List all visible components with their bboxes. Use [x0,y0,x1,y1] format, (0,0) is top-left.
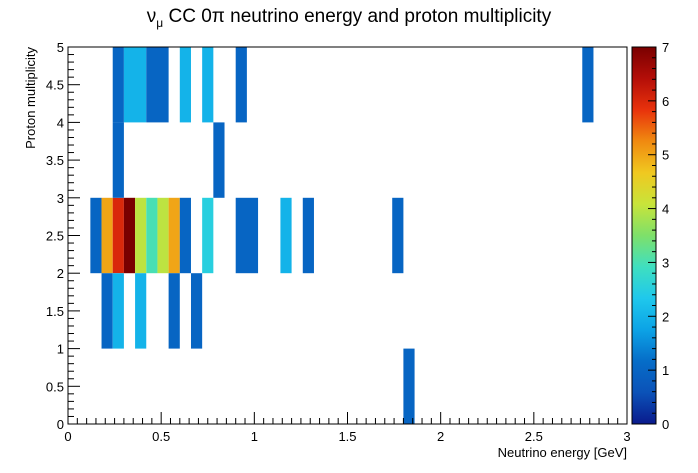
heatmap-cell [202,197,214,274]
heatmap-cell [168,273,180,349]
y-tick-label: 5 [57,40,64,55]
y-tick-label: 4.5 [46,78,64,93]
heatmap-cells [90,47,594,424]
y-tick-label: 1.5 [46,304,64,319]
color-scale-bar [631,46,657,425]
y-tick-label: 2.5 [46,229,64,244]
heatmap-cell [235,47,247,123]
heatmap-cell [146,47,169,123]
title-rest: CC 0π neutrino energy and proton multipl… [163,6,552,27]
z-tick-label: 0 [662,417,669,432]
heatmap-cell [190,273,203,349]
title-nu: ν [147,6,157,27]
heatmap-cell [101,197,113,274]
heatmap-cell [135,197,147,274]
heatmap-cell [235,197,259,274]
y-tick-label: 0.5 [46,379,64,394]
x-tick-label: 2.5 [525,429,543,444]
z-tick-label: 7 [662,40,669,55]
heatmap-cell [179,197,191,274]
heatmap-cell [112,273,124,349]
heatmap-cell [112,197,124,274]
y-tick-label: 2 [57,266,64,281]
z-tick-label: 6 [662,94,669,109]
x-axis: 0 0.5 1 1.5 2 2.5 3 [64,412,631,444]
heatmap-cell [157,197,169,274]
x-tick-label: 1 [251,429,258,444]
y-axis-label: Proton multiplicity [23,47,38,149]
x-axis-label: Neutrino energy [GeV] [498,445,627,460]
y-tick-label: 1 [57,342,64,357]
heatmap-cell [280,197,292,274]
heatmap-cell [146,197,158,274]
z-tick-label: 4 [662,202,669,217]
heatmap-cell [123,47,147,123]
heatmap-cell [168,197,180,274]
color-scale-axis: 0 1 2 3 4 5 6 7 [648,40,669,432]
heatmap-cell [202,47,214,123]
y-tick-label: 3.5 [46,153,64,168]
y-tick-label: 4 [57,115,64,130]
x-tick-label: 3 [623,429,630,444]
x-tick-label: 0.5 [152,429,170,444]
heatmap-cell [135,273,147,349]
heatmap-cell [123,197,136,274]
heatmap-cell [179,47,191,123]
y-tick-label: 3 [57,191,64,206]
chart-title: νμ CC 0π neutrino energy and proton mult… [147,6,552,30]
x-tick-label: 0 [64,429,71,444]
z-tick-label: 3 [662,255,669,270]
x-tick-label: 1.5 [338,429,356,444]
heatmap-cell [112,122,124,198]
y-axis: 0 0.5 1 1.5 2 2.5 3 3.5 4 4.5 5 [46,40,80,432]
y-tick-label: 0 [57,417,64,432]
z-tick-label: 2 [662,309,669,324]
heatmap-cell [582,47,594,123]
heatmap-cell [101,273,113,349]
x-tick-label: 2 [437,429,444,444]
z-tick-label: 1 [662,363,669,378]
heatmap-cell [112,47,124,123]
z-tick-label: 5 [662,148,669,163]
heatmap-cell [90,197,102,274]
title-mu: μ [156,16,163,30]
heatmap-cell [392,197,404,274]
heatmap-cell [403,348,415,424]
heatmap-cell [213,122,225,198]
heatmap-cell [302,197,314,274]
